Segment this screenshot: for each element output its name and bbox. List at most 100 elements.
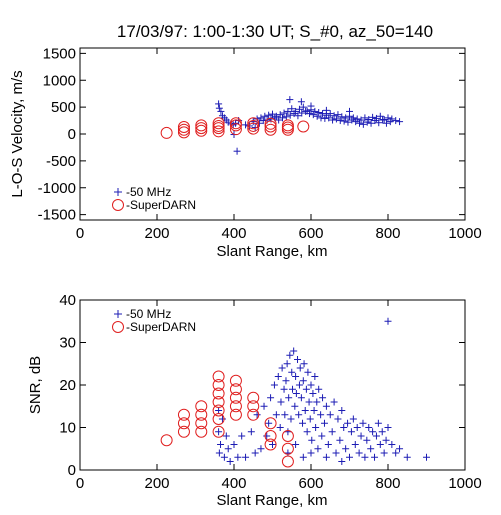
data-point-50mhz	[251, 449, 259, 457]
data-point-50mhz	[308, 436, 316, 444]
data-point-50mhz	[396, 118, 404, 126]
data-point-50mhz	[299, 103, 307, 111]
data-point-50mhz	[292, 373, 300, 380]
data-point-superdarn	[264, 120, 277, 133]
data-point-50mhz	[217, 107, 225, 115]
x-tick-label: 1000	[448, 225, 481, 242]
x-tick-label: 400	[221, 225, 246, 242]
data-point-50mhz	[324, 441, 332, 448]
data-point-superdarn	[264, 430, 277, 442]
data-point-50mhz	[255, 119, 263, 127]
data-point-50mhz	[272, 112, 280, 120]
data-point-50mhz	[332, 449, 340, 457]
data-point-50mhz	[291, 402, 299, 410]
data-point-superdarn	[212, 370, 225, 383]
data-point-50mhz	[326, 110, 334, 118]
data-point-50mhz	[309, 111, 317, 119]
data-point-50mhz	[302, 385, 310, 393]
data-point-50mhz	[334, 415, 342, 423]
data-point-50mhz	[299, 453, 307, 461]
data-point-50mhz	[286, 96, 294, 104]
data-point-50mhz	[215, 428, 223, 436]
data-point-superdarn	[281, 442, 294, 455]
data-point-50mhz	[322, 106, 330, 114]
data-point-superdarn	[195, 122, 208, 135]
data-point-50mhz	[359, 419, 367, 427]
data-point-50mhz	[294, 356, 302, 363]
data-point-50mhz	[282, 113, 290, 121]
data-point-50mhz	[379, 116, 387, 124]
data-point-50mhz	[423, 453, 430, 461]
data-point-superdarn	[229, 374, 242, 387]
data-point-50mhz	[297, 98, 305, 106]
data-point-superdarn	[247, 117, 260, 130]
data-point-superdarn	[229, 391, 242, 404]
data-point-50mhz	[357, 432, 365, 440]
data-point-50mhz	[371, 453, 379, 461]
y-tick-label: -1500	[38, 207, 76, 224]
data-point-50mhz	[376, 112, 384, 120]
data-point-50mhz	[357, 116, 365, 124]
data-point-50mhz	[265, 419, 273, 427]
data-point-50mhz	[234, 453, 242, 461]
data-point-50mhz	[230, 441, 238, 448]
data-point-50mhz	[238, 432, 246, 440]
x-tick-label: 800	[375, 475, 400, 492]
data-point-50mhz	[269, 441, 276, 448]
data-point-50mhz	[284, 107, 292, 115]
data-point-50mhz	[338, 407, 346, 414]
data-point-50mhz	[322, 453, 330, 461]
data-point-50mhz	[283, 360, 291, 368]
velocity-legend: -50 MHz-SuperDARN	[112, 185, 196, 212]
data-point-50mhz	[314, 445, 322, 453]
data-point-50mhz	[224, 445, 232, 453]
data-point-50mhz	[315, 109, 323, 116]
data-point-50mhz	[247, 428, 255, 436]
data-point-50mhz	[374, 419, 382, 427]
data-point-50mhz	[340, 424, 348, 431]
data-point-superdarn	[247, 408, 260, 421]
data-point-50mhz	[329, 116, 337, 124]
y-tick-label: 0	[68, 126, 76, 143]
data-point-50mhz	[249, 118, 257, 126]
x-tick-label: 600	[298, 475, 323, 492]
data-point-50mhz	[257, 445, 265, 453]
snr-ticks: 0 200 400 600 800 1000 0 10 20 30 40	[59, 292, 481, 492]
data-point-50mhz	[311, 373, 319, 380]
data-point-50mhz	[272, 411, 280, 419]
data-point-superdarn	[195, 124, 208, 137]
snr-points	[160, 317, 430, 468]
data-point-50mhz	[384, 114, 392, 122]
data-point-50mhz	[309, 390, 317, 397]
data-point-50mhz	[322, 402, 330, 410]
data-point-50mhz	[261, 112, 269, 120]
data-point-50mhz	[382, 436, 390, 444]
data-point-50mhz	[265, 111, 273, 119]
data-point-50mhz	[305, 398, 313, 406]
data-point-superdarn	[195, 119, 208, 132]
data-point-superdarn	[247, 400, 260, 413]
data-point-50mhz	[310, 407, 318, 414]
data-point-50mhz	[403, 453, 411, 461]
data-point-50mhz	[382, 119, 390, 127]
data-point-50mhz	[288, 105, 296, 113]
data-point-50mhz	[384, 317, 392, 325]
x-tick-label: 0	[76, 475, 84, 492]
legend-marker-superdarn	[112, 199, 124, 211]
data-point-50mhz	[279, 114, 287, 122]
x-tick-label: 0	[76, 225, 84, 242]
data-point-50mhz	[367, 119, 375, 127]
snr-legend: -50 MHz-SuperDARN	[112, 307, 196, 334]
y-tick-label: 1500	[43, 45, 76, 62]
y-tick-label: 1000	[43, 72, 76, 89]
data-point-50mhz	[369, 428, 377, 436]
snr-panel: 0 200 400 600 800 1000 0 10 20 30 40 -50 MHz-Super…	[27, 292, 482, 509]
data-point-50mhz	[300, 360, 308, 368]
data-point-50mhz	[251, 124, 259, 132]
data-point-50mhz	[346, 107, 353, 115]
data-point-50mhz	[294, 112, 302, 120]
data-point-superdarn	[212, 396, 225, 408]
data-point-50mhz	[295, 105, 303, 113]
data-point-50mhz	[317, 114, 325, 122]
data-point-50mhz	[372, 432, 380, 440]
